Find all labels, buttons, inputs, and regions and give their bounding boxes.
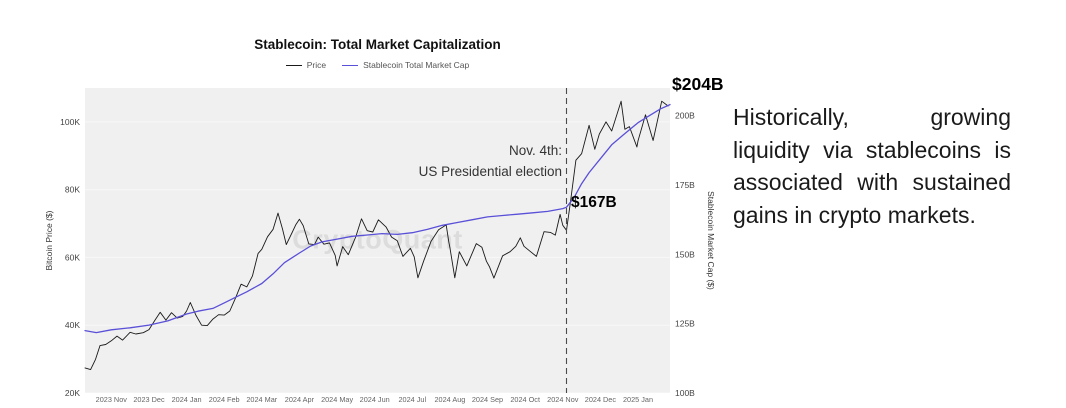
stablecoin-line-swatch-icon bbox=[342, 64, 359, 66]
price-line bbox=[84, 100, 669, 371]
x-axis-tick-label: 2024 May bbox=[321, 395, 353, 404]
legend-item-stablecoin-cap: Stablecoin Total Market Cap bbox=[342, 60, 469, 70]
x-axis-tick-label: 2024 Jul bbox=[399, 395, 427, 404]
election-event-annotation: Nov. 4th: US Presidential election bbox=[310, 141, 562, 183]
stablecoin-cap-at-event-label: $167B bbox=[571, 194, 617, 211]
election-event-annotation-line2: US Presidential election bbox=[418, 163, 562, 179]
x-axis-tick-label: 2024 Mar bbox=[246, 395, 277, 404]
x-axis-tick-label: 2024 Jun bbox=[360, 395, 390, 404]
left-axis-tick-label: 60K bbox=[65, 252, 80, 262]
price-line-swatch-icon bbox=[285, 64, 302, 66]
stablecoin-cap-line bbox=[84, 103, 671, 334]
x-axis-tick-label: 2024 Sep bbox=[472, 395, 503, 404]
x-axis-tick-label: 2024 Dec bbox=[585, 395, 617, 404]
left-axis-tick-label: 20K bbox=[65, 388, 80, 398]
election-event-annotation-line1: Nov. 4th: bbox=[508, 143, 562, 158]
left-axis-tick-label: 100K bbox=[60, 117, 80, 127]
stablecoin-cap-latest-label: $204B bbox=[672, 74, 724, 94]
x-axis-tick-label: 2024 Jan bbox=[172, 395, 202, 404]
x-axis-tick-label: 2024 Nov bbox=[547, 395, 579, 404]
chart-legend: Price Stablecoin Total Market Cap bbox=[85, 60, 670, 70]
legend-item-price: Price bbox=[285, 60, 327, 70]
right-axis-title: Stablecoin Market Cap ($) bbox=[706, 191, 716, 290]
x-axis-tick-label: 2025 Jan bbox=[623, 395, 653, 404]
right-axis-tick-label: 125B bbox=[675, 319, 695, 329]
legend-label-stablecoin-cap: Stablecoin Total Market Cap bbox=[363, 60, 470, 70]
right-axis-tick-label: 200B bbox=[675, 111, 695, 121]
x-axis-tick-label: 2023 Nov bbox=[96, 395, 128, 404]
left-axis-title: Bitcoin Price ($) bbox=[44, 210, 54, 270]
right-axis-tick-label: 150B bbox=[675, 249, 695, 259]
chart-title: Stablecoin: Total Market Capitalization bbox=[254, 37, 501, 52]
x-axis-tick-label: 2023 Dec bbox=[133, 395, 165, 404]
x-axis-tick-label: 2024 Feb bbox=[209, 395, 240, 404]
commentary-paragraph: Historically, growing liquidity via stab… bbox=[733, 104, 1011, 228]
x-axis-tick-label: 2024 Apr bbox=[285, 395, 315, 404]
legend-label-price: Price bbox=[306, 60, 327, 70]
right-axis-tick-label: 175B bbox=[675, 180, 695, 190]
market-cap-vs-price-chart: CryptoQuant 20K 40K 60K 80K 100K 100B 125B 150B 1… bbox=[44, 88, 716, 404]
right-axis-tick-label: 100B bbox=[675, 388, 695, 398]
x-axis-tick-label: 2024 Oct bbox=[510, 395, 540, 404]
x-axis-tick-label: 2024 Aug bbox=[434, 395, 465, 404]
plot-area bbox=[85, 88, 670, 393]
left-axis-tick-label: 40K bbox=[65, 320, 80, 330]
watermark: CryptoQuant bbox=[292, 225, 463, 255]
left-axis-tick-label: 80K bbox=[65, 185, 80, 195]
